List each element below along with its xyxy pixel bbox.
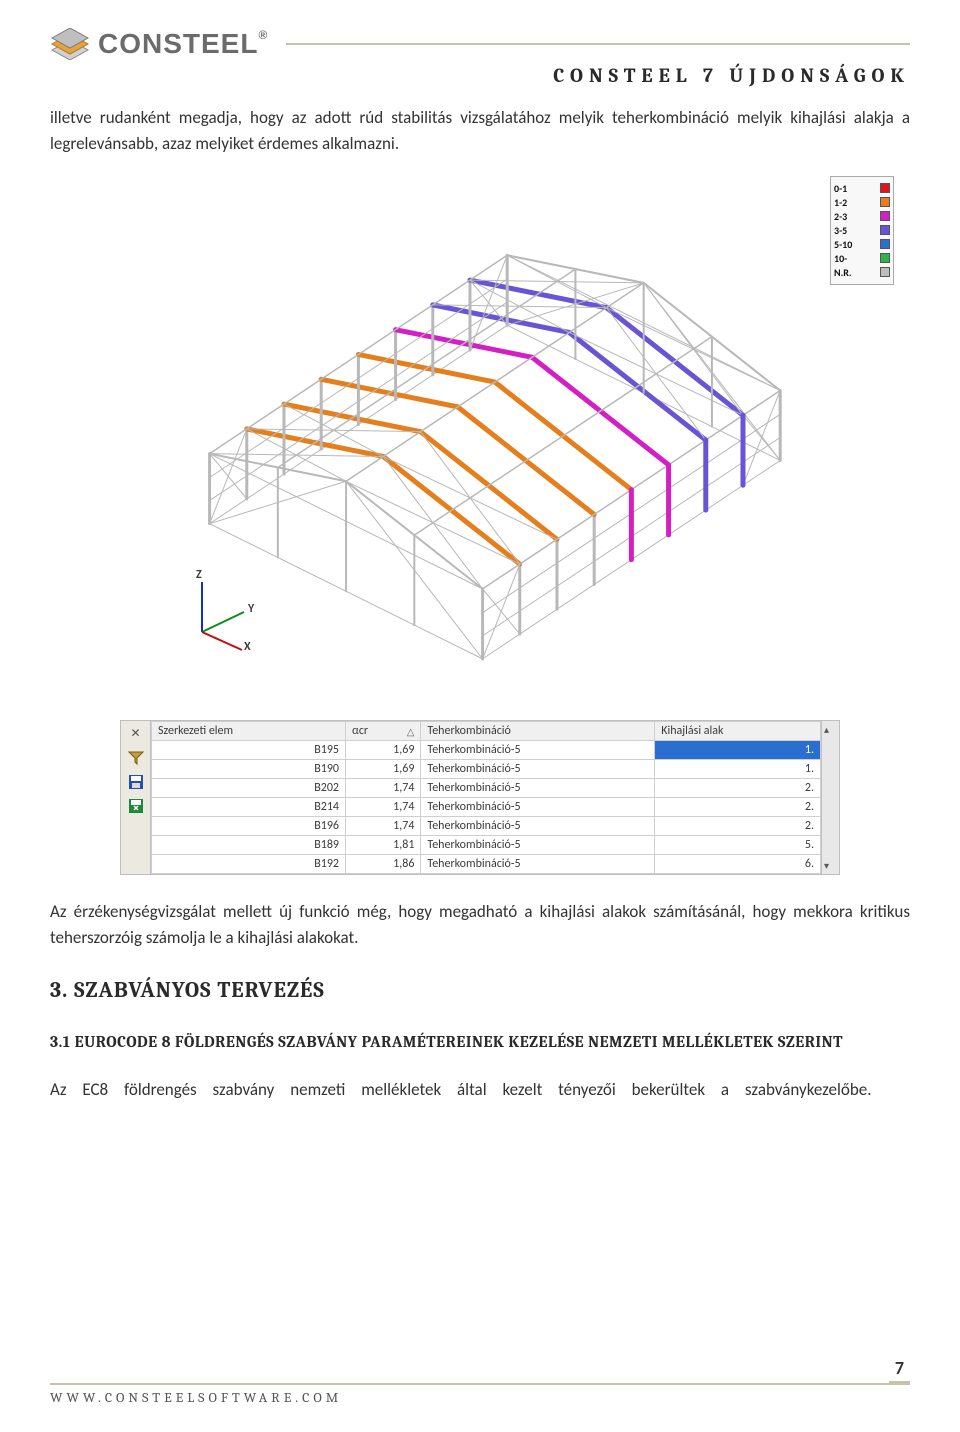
table-scrollbar[interactable]: ▴ ▾ [821,721,839,874]
close-icon[interactable]: ✕ [127,725,145,743]
save-icon[interactable] [127,773,145,791]
table-row[interactable]: B1961,74Teherkombináció-52. [152,816,821,835]
logo: CONSTEEL® [50,28,268,60]
page-number: 7 [889,1357,910,1384]
header: CONSTEEL® [50,28,910,60]
footer-rule [50,1383,910,1385]
footer: 7 WWW.CONSTEELSOFTWARE.COM [50,1383,910,1406]
axes-triad: Z Y X [182,572,262,652]
logo-icon [50,28,92,60]
table-row[interactable]: B1921,86Teherkombináció-56. [152,854,821,873]
table-row[interactable]: B1951,69Teherkombináció-51. [152,740,821,759]
axis-z-label: Z [196,568,202,582]
header-rule [286,43,910,45]
logo-text: CONSTEEL® [98,28,268,60]
filter-icon[interactable] [127,749,145,767]
legend-item: 0-1 [834,182,890,195]
table-header[interactable]: Kihajlási alak [655,721,821,740]
export-icon[interactable] [127,797,145,815]
table-toolbar: ✕ [121,721,151,874]
results-table: Szerkezeti elemαcr△TeherkombinációKihajl… [151,721,821,874]
doc-title: CONSTEEL 7 ÚJDONSÁGOK [50,64,910,87]
paragraph-2: Az érzékenységvizsgálat mellett új funkc… [50,899,910,952]
table-header[interactable]: Teherkombináció [421,721,655,740]
heading-3: 3. SZABVÁNYOS TERVEZÉS [50,977,910,1003]
paragraph-3: Az EC8 földrengés szabvány nemzeti mellé… [50,1077,910,1103]
results-table-panel: ✕ Szerkezeti elemαcr△TeherkombinációKiha… [120,720,840,875]
axis-y-label: Y [248,602,254,616]
footer-url: WWW.CONSTEELSOFTWARE.COM [50,1389,342,1406]
table-row[interactable]: B2021,74Teherkombináció-52. [152,778,821,797]
structural-model-figure: 0-11-22-33-55-1010-N.R. Z Y X [50,172,910,712]
table-header[interactable]: Szerkezeti elem [152,721,346,740]
table-row[interactable]: B2141,74Teherkombináció-52. [152,797,821,816]
heading-3-1: 3.1 EUROCODE 8 FÖLDRENGÉS SZABVÁNY PARAM… [50,1033,910,1051]
table-row[interactable]: B1891,81Teherkombináció-55. [152,835,821,854]
table-header[interactable]: αcr△ [346,721,421,740]
paragraph-1: illetve rudanként megadja, hogy az adott… [50,105,910,158]
table-row[interactable]: B1901,69Teherkombináció-51. [152,759,821,778]
axis-x-label: X [244,640,251,654]
